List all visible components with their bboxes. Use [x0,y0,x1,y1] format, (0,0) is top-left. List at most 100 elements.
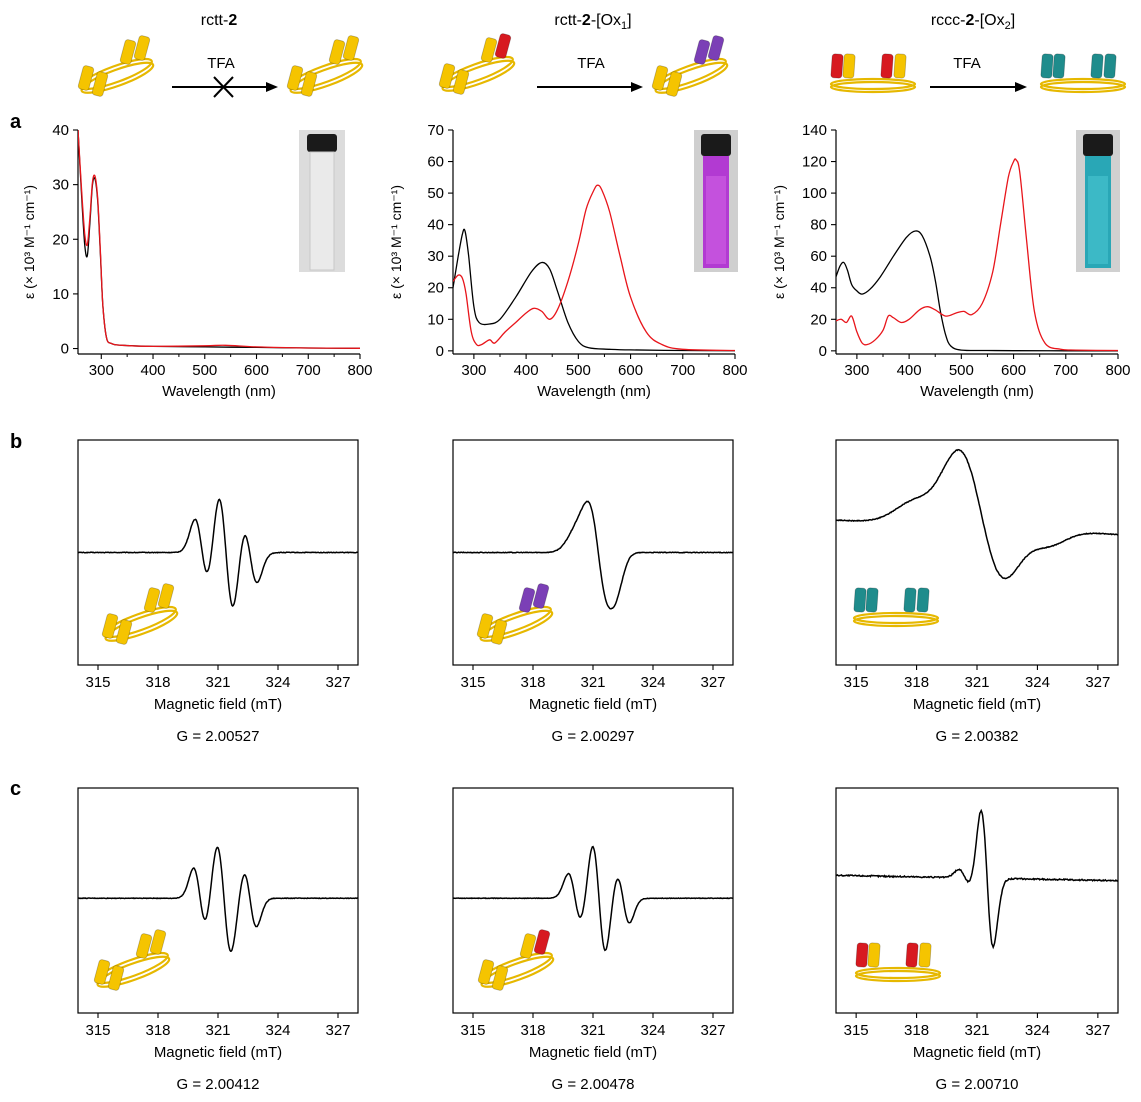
series-line-black [836,230,1118,352]
compound-label-3: rccc-2-[Ox2] [931,12,1015,32]
rctt-2-ox1-icon [438,33,516,95]
panel-letter-a: a [10,111,22,133]
uvvis-chart-3: 300 400 500 600 700 800 0 20 40 60 80 100 120 140 Wave… [771,122,1131,400]
g-factor-label: G = 2.00382 [936,728,1019,745]
series-line-red [78,129,360,349]
epr-trace [836,448,1118,580]
y-tick-label: 30 [427,248,444,265]
panel-letter-b: b [10,431,22,453]
reagent-label: TFA [953,55,981,72]
plot-frame [835,787,1119,1014]
x-axis-label: Wavelength (nm) [537,383,651,400]
reaction-arrow-3: TFA [930,55,1027,92]
vial-photo-blue [1076,130,1120,272]
y-axis-label: ε (× 10³ M⁻¹ cm⁻¹) [388,185,404,299]
x-tick-label: 327 [1085,1022,1110,1039]
y-axis-label: ε (× 10³ M⁻¹ cm⁻¹) [21,185,37,299]
x-tick-label: 300 [461,362,486,379]
y-tick-label: 0 [819,343,827,360]
reaction-arrow-2: TFA [537,55,643,92]
x-axis-label: Magnetic field (mT) [529,1044,657,1061]
y-tick-label: 20 [427,280,444,297]
series-line-red [836,158,1118,352]
y-tick-label: 100 [802,185,827,202]
x-tick-label: 324 [265,674,290,691]
x-axis-label: Magnetic field (mT) [913,1044,1041,1061]
x-tick-label: 315 [460,674,485,691]
reagent-label: TFA [207,55,235,72]
epr-chart-5: 315 318 321 324 327 Magnetic field (mT) G = 2.… [452,787,734,1093]
x-tick-label: 318 [904,674,929,691]
x-axis-label: Wavelength (nm) [162,383,276,400]
x-tick-label: 318 [145,1022,170,1039]
x-tick-label: 315 [85,674,110,691]
rctt-2-purple-icon [476,583,554,645]
epr-trace [78,846,358,953]
reagent-label: TFA [577,55,605,72]
y-tick-label: 30 [52,177,69,194]
epr-trace [453,845,733,952]
y-tick-label: 0 [61,341,69,358]
x-tick-label: 318 [145,674,170,691]
x-tick-label: 400 [897,362,922,379]
y-tick-label: 40 [810,280,827,297]
x-tick-label: 321 [964,1022,989,1039]
y-tick-label: 70 [427,122,444,139]
x-tick-label: 500 [192,362,217,379]
reaction-arrow-1: TFA [172,55,278,98]
vial-photo-purple [694,130,738,272]
x-tick-label: 400 [141,362,166,379]
x-axis-label: Magnetic field (mT) [529,696,657,713]
x-tick-label: 500 [949,362,974,379]
x-tick-label: 321 [205,1022,230,1039]
y-tick-label: 140 [802,122,827,139]
series-line-black [453,228,735,352]
rctt-2-yellow-icon [93,929,171,991]
uvvis-chart-2: 300 400 500 600 700 800 0 10 20 30 40 50 60 70 Wavelen… [388,122,748,400]
y-tick-label: 0 [436,343,444,360]
x-tick-label: 300 [89,362,114,379]
compound-label-1: rctt-2 [201,12,238,29]
g-factor-label: G = 2.00412 [177,1076,260,1093]
x-tick-label: 700 [296,362,321,379]
panel-letter-c: c [10,778,21,800]
y-tick-label: 10 [52,286,69,303]
epr-trace [78,498,358,608]
x-tick-label: 318 [520,674,545,691]
y-tick-label: 50 [427,185,444,202]
x-tick-label: 327 [700,674,725,691]
x-tick-label: 327 [325,1022,350,1039]
y-tick-label: 60 [810,248,827,265]
y-tick-label: 60 [427,154,444,171]
plot-frame [835,439,1119,666]
epr-trace [453,500,733,610]
x-tick-label: 315 [85,1022,110,1039]
y-tick-label: 10 [427,311,444,328]
x-tick-label: 800 [347,362,372,379]
y-tick-label: 20 [810,311,827,328]
y-tick-label: 40 [427,217,444,234]
x-tick-label: 321 [205,674,230,691]
rctt-2-purple-icon [651,35,729,97]
rctt-2-yellow-icon [286,35,364,97]
x-tick-label: 324 [1025,674,1050,691]
epr-chart-6: 315 318 321 324 327 Magnetic field (mT) G = 2.… [835,787,1119,1093]
epr-chart-1: 315 318 321 324 327 Magnetic field (mT) G = 2.… [77,439,359,745]
x-tick-label: 327 [700,1022,725,1039]
rctt-2-yellow-icon [101,583,179,645]
g-factor-label: G = 2.00710 [936,1076,1019,1093]
x-tick-label: 700 [670,362,695,379]
x-tick-label: 324 [1025,1022,1050,1039]
epr-chart-2: 315 318 321 324 327 Magnetic field (mT) G = 2.… [452,439,734,745]
no-reaction-cross-icon [213,76,234,98]
x-tick-label: 600 [1001,362,1026,379]
x-tick-label: 324 [640,1022,665,1039]
epr-trace [836,808,1118,950]
y-tick-label: 120 [802,154,827,171]
g-factor-label: G = 2.00478 [552,1076,635,1093]
rccc-2-ox2-icon [829,53,917,94]
rctt-2-yellow-icon [77,35,155,97]
x-axis-label: Magnetic field (mT) [154,696,282,713]
x-tick-label: 400 [514,362,539,379]
